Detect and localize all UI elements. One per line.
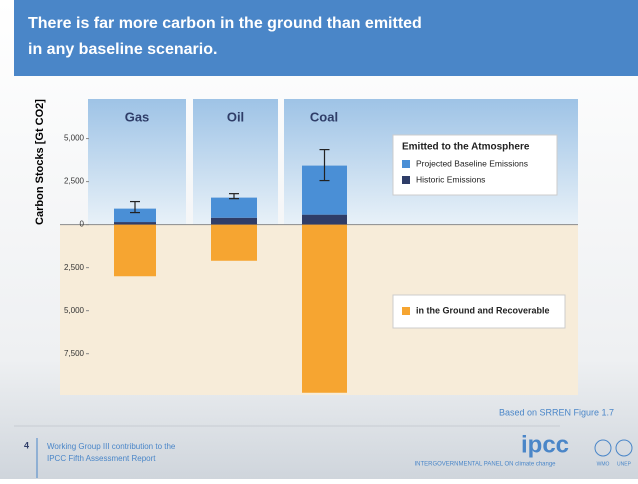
legend-label: in the Ground and Recoverable (416, 305, 550, 315)
y-tick-label: 5,000 (64, 306, 85, 315)
y-tick-label: 0 (80, 220, 85, 229)
legend-title: Emitted to the Atmosphere (402, 142, 530, 153)
wmo-logo (594, 439, 612, 457)
unep-logo (615, 439, 633, 457)
plot: Gas Oil Coal 5,000 2,500 0 2,500 5,000 7,500 Emit… (60, 99, 578, 395)
y-tick-label: 5,000 (64, 134, 85, 143)
bar-segment (114, 222, 156, 225)
legend-box (392, 294, 566, 329)
y-tick-label: 7,500 (64, 349, 85, 358)
legend-swatch (402, 160, 410, 168)
footer-text: Working Group III contribution to the (47, 442, 176, 451)
slide-title: There is far more carbon in the ground t… (28, 15, 422, 58)
org-name: INTERGOVERNMENTAL PANEL ON climate chang… (414, 462, 556, 468)
legend-swatch (402, 307, 410, 315)
source-note: Based on SRREN Figure 1.7 (499, 407, 614, 417)
page-number: 4 (24, 440, 29, 450)
error-bar (319, 148, 330, 182)
wmo-label: WMO (597, 461, 610, 467)
legend-label: Projected Baseline Emissions (416, 158, 528, 168)
bar-segment (302, 224, 347, 393)
category-label: Gas (125, 109, 150, 124)
error-bar (229, 193, 239, 200)
bar-segment (211, 224, 257, 261)
footer-text: IPCC Fifth Assessment Report (47, 454, 156, 463)
unep-label: UNEP (617, 461, 632, 467)
y-tick-label: 2,500 (64, 177, 85, 186)
category-label: Coal (310, 109, 338, 124)
bar-segment (211, 197, 257, 218)
bar-segment (114, 224, 156, 277)
legend-swatch (402, 176, 410, 184)
category-label: Oil (227, 109, 244, 124)
legend-label: Historic Emissions (416, 174, 485, 184)
bar-segment (114, 208, 156, 223)
ipcc-logo: ipcc (521, 431, 569, 458)
legend-box (392, 134, 558, 196)
header-band (14, 0, 638, 76)
bar-segment (211, 217, 257, 225)
y-tick-label: 2,500 (64, 263, 85, 272)
y-axis-label: Carbon Stocks [Gt CO2] (34, 99, 46, 225)
sky-panel (88, 99, 186, 225)
bar-segment (302, 214, 347, 225)
error-bar (130, 200, 140, 214)
